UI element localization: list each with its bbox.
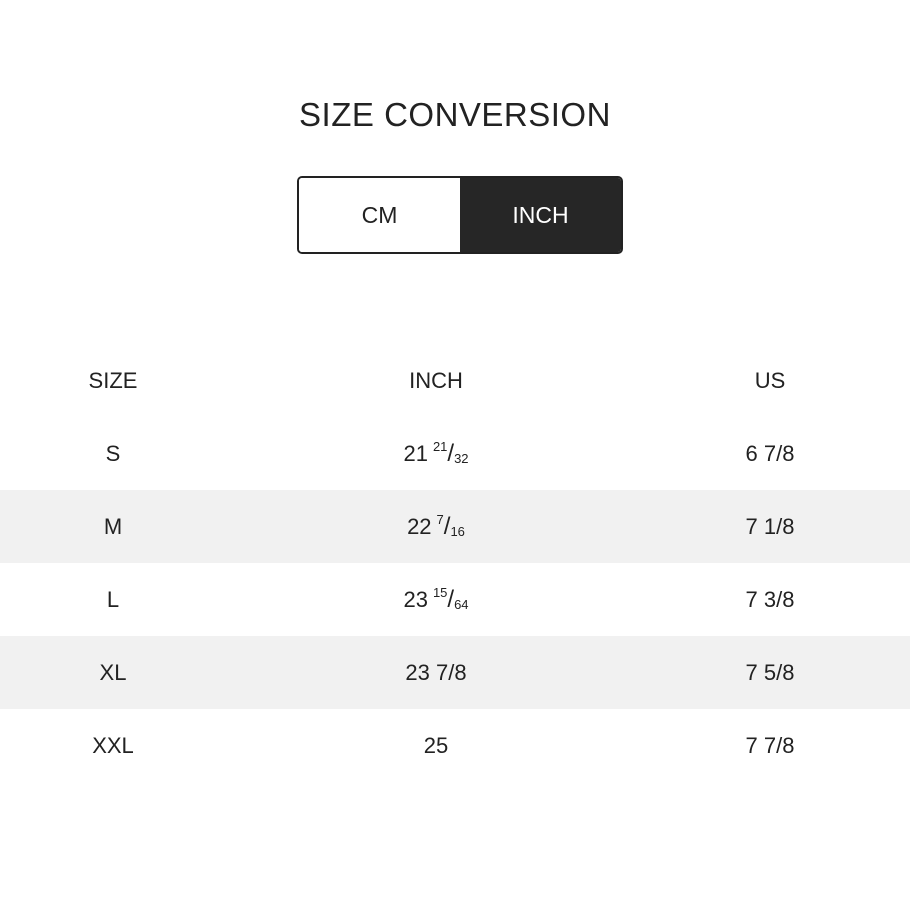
- table-header: SIZE INCH US: [0, 344, 910, 417]
- fraction-slash: /: [443, 512, 451, 540]
- inch-denominator: 32: [454, 451, 469, 466]
- inch-cell: 21 21/32: [286, 417, 586, 490]
- size-cell: M: [103, 513, 123, 539]
- size-cell: XXL: [92, 732, 134, 758]
- table-row: M 22 7/16 7 1/8: [0, 490, 910, 563]
- header-size: SIZE: [88, 367, 138, 393]
- header-inch: INCH: [409, 367, 463, 393]
- size-cell: S: [105, 440, 121, 466]
- size-cell: XL: [99, 659, 127, 685]
- inch-whole: 22: [407, 513, 432, 539]
- unit-toggle[interactable]: CM INCH: [297, 176, 623, 254]
- inch-denominator: 64: [454, 597, 469, 612]
- size-cell: L: [106, 586, 120, 612]
- us-cell: 7 7/8: [745, 732, 795, 758]
- table-row: XL 23 7/8 7 5/8: [0, 636, 910, 709]
- fraction-slash: /: [447, 585, 455, 613]
- header-us: US: [754, 367, 786, 393]
- inch-numerator: 15: [432, 585, 448, 600]
- table-row: S 21 21/32 6 7/8: [0, 417, 910, 490]
- us-cell: 7 1/8: [745, 513, 795, 539]
- inch-cell: 23 7/8: [405, 659, 467, 685]
- inch-numerator: 21: [432, 439, 448, 454]
- inch-cell: 22 7/16: [286, 490, 586, 563]
- us-cell: 7 5/8: [745, 659, 795, 685]
- inch-numerator: 7: [436, 512, 444, 527]
- page-title: SIZE CONVERSION: [299, 96, 611, 133]
- inch-whole: 21: [403, 440, 428, 466]
- cm-option[interactable]: CM: [299, 178, 460, 252]
- inch-option[interactable]: INCH: [460, 178, 621, 252]
- fraction-slash: /: [447, 439, 455, 467]
- us-cell: 7 3/8: [745, 586, 795, 612]
- inch-whole: 23: [403, 586, 428, 612]
- inch-denominator: 16: [450, 524, 465, 539]
- us-cell: 6 7/8: [745, 440, 795, 466]
- inch-cell: 25: [423, 732, 449, 758]
- table-row: XXL 25 7 7/8: [0, 709, 910, 782]
- inch-cell: 23 15/64: [286, 563, 586, 636]
- table-row: L 23 15/64 7 3/8: [0, 563, 910, 636]
